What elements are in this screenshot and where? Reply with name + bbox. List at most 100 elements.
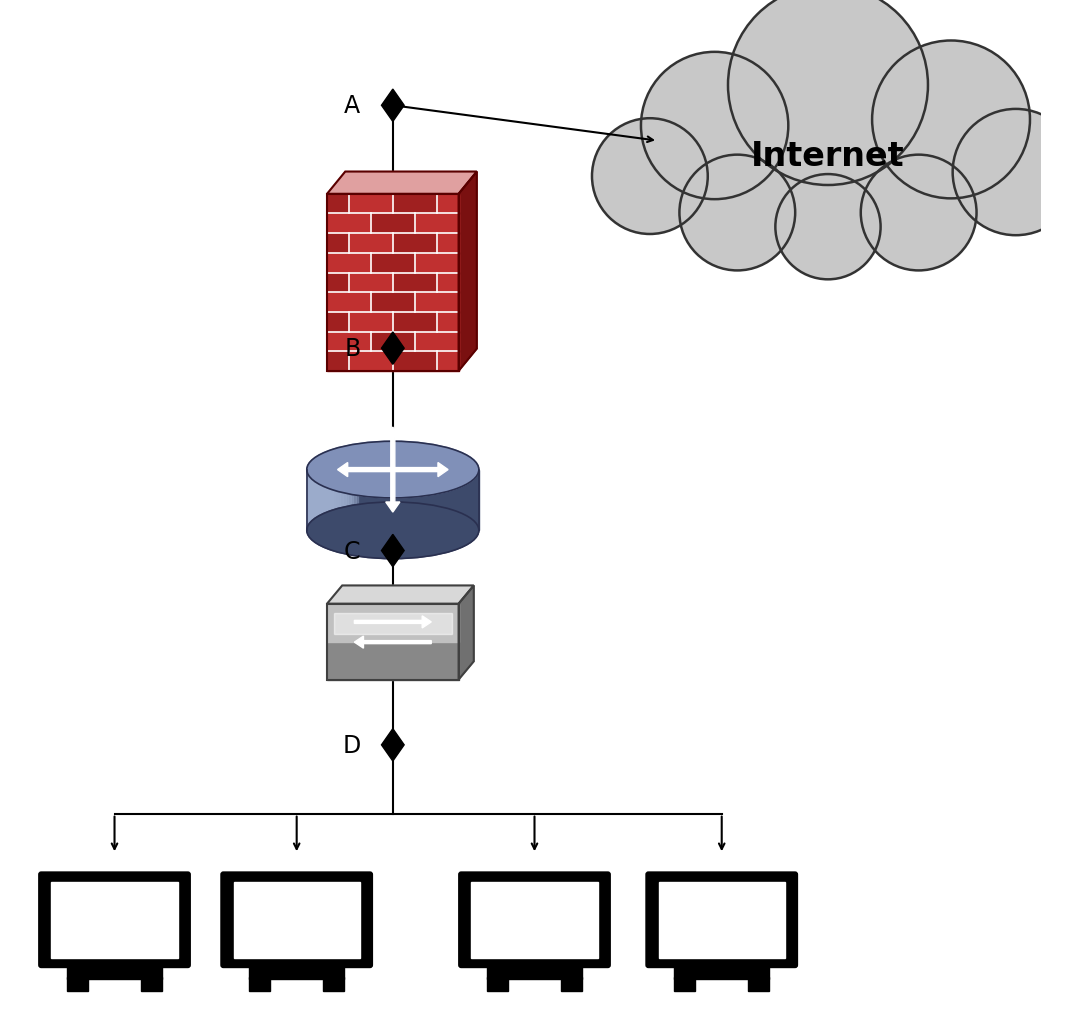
Bar: [675, 966, 770, 979]
Bar: [328, 274, 348, 292]
FancyBboxPatch shape: [220, 871, 373, 969]
Bar: [328, 196, 348, 213]
Polygon shape: [459, 586, 474, 679]
Bar: [307, 470, 332, 531]
Bar: [372, 334, 415, 351]
Bar: [249, 977, 270, 991]
Bar: [437, 313, 459, 332]
Polygon shape: [382, 535, 404, 567]
Bar: [328, 353, 348, 371]
Circle shape: [680, 156, 795, 271]
Bar: [437, 274, 459, 292]
Bar: [372, 255, 415, 272]
Text: D: D: [342, 733, 360, 757]
Bar: [437, 235, 459, 253]
Bar: [307, 470, 336, 531]
Bar: [748, 977, 770, 991]
Polygon shape: [382, 90, 404, 122]
Bar: [307, 470, 479, 531]
Circle shape: [952, 110, 1069, 236]
FancyArrow shape: [386, 428, 400, 470]
Bar: [486, 966, 583, 979]
Bar: [328, 215, 371, 233]
Text: A: A: [344, 94, 360, 118]
Bar: [675, 977, 695, 991]
Bar: [307, 470, 340, 531]
Bar: [307, 470, 309, 531]
Ellipse shape: [307, 442, 479, 498]
Bar: [307, 470, 314, 531]
Bar: [234, 882, 360, 958]
Bar: [327, 195, 459, 372]
Bar: [393, 353, 436, 371]
Bar: [416, 334, 459, 351]
Bar: [393, 196, 436, 213]
Circle shape: [728, 0, 928, 186]
Bar: [328, 294, 371, 311]
Polygon shape: [382, 333, 404, 365]
Bar: [328, 313, 348, 332]
Bar: [650, 106, 1006, 207]
Bar: [141, 977, 162, 991]
Bar: [307, 470, 343, 531]
FancyArrow shape: [386, 470, 400, 513]
FancyBboxPatch shape: [646, 871, 799, 969]
FancyArrow shape: [338, 463, 392, 477]
Bar: [67, 977, 88, 991]
Polygon shape: [382, 729, 404, 761]
Bar: [307, 470, 358, 531]
Bar: [307, 470, 348, 531]
Bar: [67, 966, 162, 979]
Bar: [350, 235, 392, 253]
Bar: [393, 313, 436, 332]
FancyBboxPatch shape: [459, 871, 610, 969]
Bar: [327, 642, 459, 679]
Circle shape: [861, 156, 977, 271]
Bar: [324, 977, 344, 991]
FancyArrow shape: [354, 617, 431, 629]
Bar: [328, 255, 371, 272]
Text: C: C: [344, 539, 360, 563]
FancyBboxPatch shape: [38, 871, 191, 969]
Bar: [307, 470, 322, 531]
Bar: [372, 215, 415, 233]
Bar: [307, 470, 327, 531]
Polygon shape: [327, 173, 477, 195]
Circle shape: [641, 53, 788, 200]
Circle shape: [872, 41, 1029, 199]
Bar: [350, 274, 392, 292]
Polygon shape: [459, 173, 477, 372]
Bar: [307, 470, 345, 531]
Bar: [561, 977, 583, 991]
Text: B: B: [344, 337, 360, 361]
Bar: [327, 605, 459, 642]
Bar: [307, 470, 325, 531]
Text: Internet: Internet: [752, 141, 904, 173]
Bar: [350, 313, 392, 332]
Circle shape: [592, 119, 708, 235]
Bar: [437, 196, 459, 213]
Bar: [327, 195, 459, 372]
Bar: [393, 235, 436, 253]
Bar: [249, 966, 344, 979]
FancyArrow shape: [354, 637, 431, 649]
Bar: [307, 470, 312, 531]
Bar: [416, 255, 459, 272]
Bar: [350, 196, 392, 213]
Bar: [486, 977, 508, 991]
Bar: [393, 274, 436, 292]
Bar: [416, 215, 459, 233]
Bar: [307, 470, 320, 531]
Bar: [350, 353, 392, 371]
Bar: [659, 882, 785, 958]
Bar: [416, 294, 459, 311]
Bar: [307, 470, 356, 531]
Bar: [328, 235, 348, 253]
Bar: [471, 882, 598, 958]
Bar: [334, 613, 452, 635]
Bar: [327, 605, 459, 679]
Bar: [328, 334, 371, 351]
Bar: [307, 470, 317, 531]
Polygon shape: [327, 586, 474, 605]
Bar: [372, 294, 415, 311]
